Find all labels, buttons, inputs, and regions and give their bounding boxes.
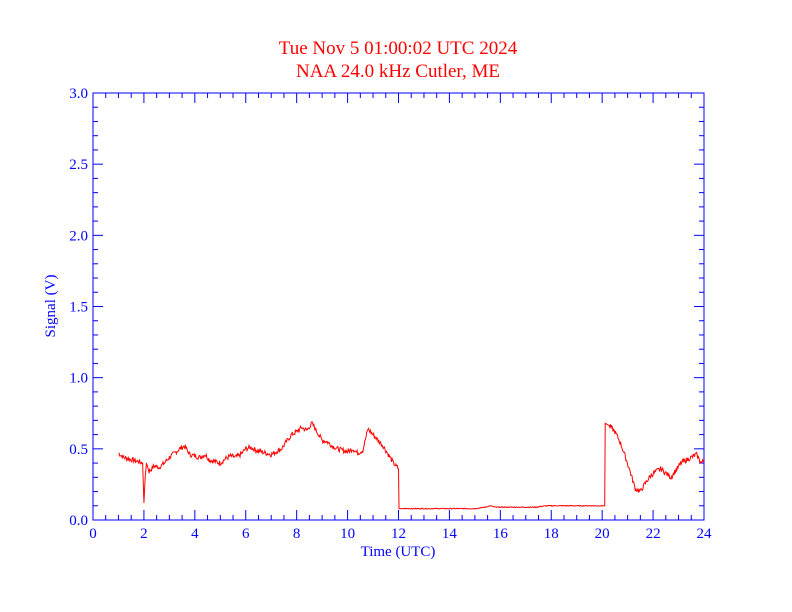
x-tick-label: 0 [89, 526, 97, 542]
x-tick-labels: 0 2 4 6 8 10 12 14 16 18 20 22 24 [89, 526, 712, 542]
x-tick-label: 2 [140, 526, 148, 542]
y-tick-label: 0.0 [69, 513, 88, 529]
signal-series-line [118, 421, 705, 510]
x-tick-label: 14 [442, 526, 458, 542]
x-axis-label: Time (UTC) [361, 544, 436, 560]
x-tick-label: 24 [697, 526, 713, 542]
y-ticks [93, 92, 704, 521]
y-tick-labels: 0.0 0.5 1.0 1.5 2.0 2.5 3.0 [69, 86, 88, 529]
x-tick-label: 20 [595, 526, 610, 542]
x-tick-label: 12 [391, 526, 406, 542]
chart-title: Tue Nov 5 01:00:02 UTC 2024 [279, 38, 518, 59]
x-tick-label: 10 [340, 526, 355, 542]
y-axis-label: Signal (V) [43, 275, 59, 338]
x-tick-label: 22 [646, 526, 661, 542]
x-ticks [92, 93, 705, 520]
y-tick-label: 2.0 [69, 228, 88, 244]
y-tick-label: 1.5 [69, 300, 88, 316]
plot-frame [92, 92, 705, 521]
chart-subtitle: NAA 24.0 kHz Cutler, ME [296, 61, 500, 82]
y-tick-label: 1.0 [69, 371, 88, 387]
x-tick-label: 8 [293, 526, 301, 542]
y-tick-label: 3.0 [69, 86, 88, 102]
y-tick-label: 2.5 [69, 157, 88, 173]
y-tick-label: 0.5 [69, 442, 88, 458]
x-tick-label: 18 [544, 526, 559, 542]
x-tick-label: 16 [493, 526, 509, 542]
x-tick-label: 4 [191, 526, 199, 542]
x-tick-label: 6 [242, 526, 250, 542]
